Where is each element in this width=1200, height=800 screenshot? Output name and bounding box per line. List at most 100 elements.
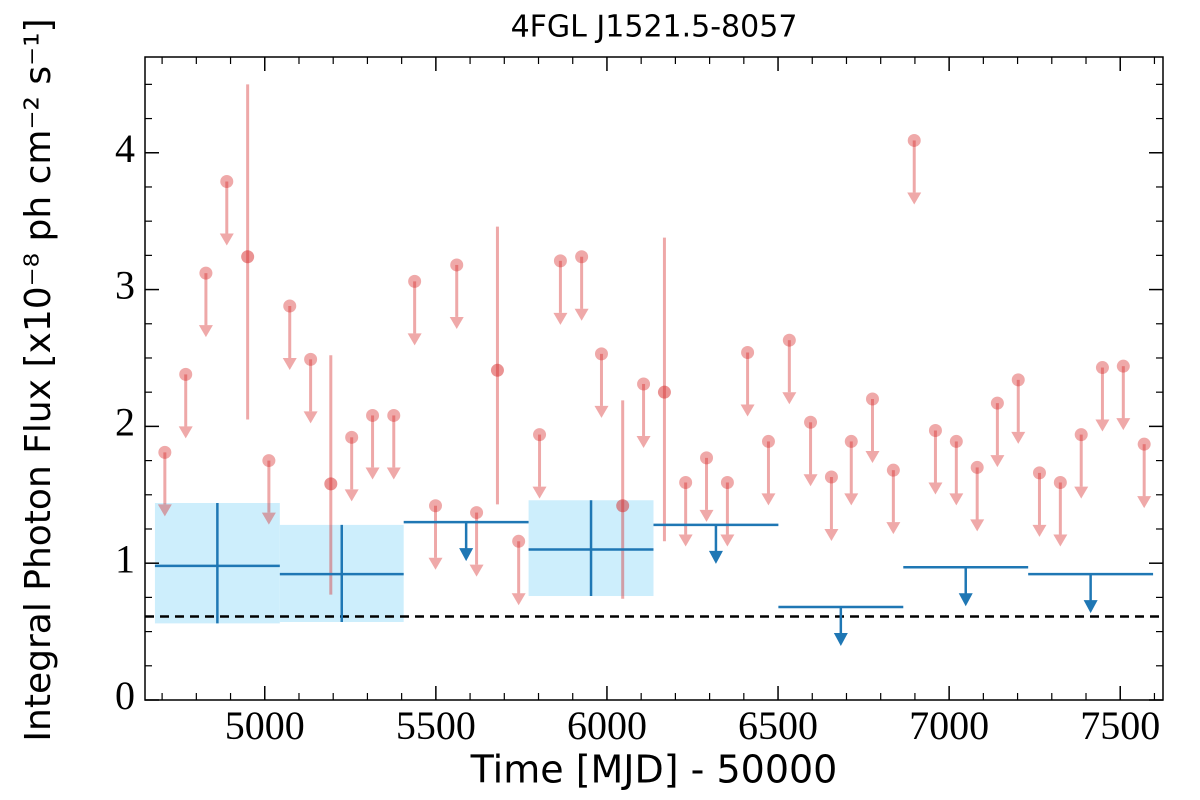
- arrow-head: [365, 467, 380, 480]
- arrow-head: [449, 316, 464, 329]
- data-point: [450, 258, 464, 272]
- arrow-head: [720, 534, 735, 547]
- x-axis-label: Time [MJD] - 50000: [470, 748, 838, 792]
- y-axis-label: Integral Photon Flux [x10⁻⁸ ph cm⁻² s⁻¹]: [18, 18, 59, 741]
- data-point: [575, 250, 589, 264]
- arrow-head: [553, 312, 568, 325]
- arrow-head: [740, 404, 755, 417]
- arrow-head: [532, 486, 547, 499]
- y-tick-label: 0: [115, 673, 135, 718]
- arrow-head: [1137, 496, 1152, 509]
- x-tick-label: 5500: [396, 703, 476, 748]
- data-point: [741, 346, 755, 360]
- arrow-head: [708, 550, 723, 564]
- arrow-head: [678, 534, 693, 547]
- data-point: [1011, 373, 1025, 387]
- x-tick-label: 6500: [738, 703, 818, 748]
- arrow-head: [469, 564, 484, 577]
- data-point: [324, 477, 338, 491]
- arrow-head: [459, 548, 474, 562]
- chart-title: 4FGL J1521.5-8057: [511, 10, 798, 45]
- data-point: [949, 434, 963, 448]
- data-point: [657, 385, 671, 399]
- data-point: [1095, 361, 1109, 375]
- y-tick-label: 4: [115, 126, 135, 171]
- arrow-head: [178, 426, 193, 439]
- arrow-head: [407, 333, 422, 346]
- arrow-head: [833, 632, 848, 646]
- data-point: [533, 428, 547, 442]
- data-point: [1053, 475, 1067, 489]
- data-point: [1137, 437, 1151, 451]
- arrow-head: [1116, 418, 1131, 431]
- data-point: [408, 274, 422, 288]
- arrow-head: [803, 474, 818, 487]
- arrow-head: [1032, 524, 1047, 537]
- data-point: [345, 430, 359, 444]
- data-point: [553, 254, 567, 268]
- arrow-head: [761, 493, 776, 506]
- data-point: [637, 377, 651, 391]
- y-tick-label: 3: [115, 263, 135, 308]
- arrow-head: [511, 593, 526, 606]
- arrow-head: [865, 451, 880, 464]
- arrow-head: [1053, 534, 1068, 547]
- arrow-head: [344, 489, 359, 502]
- data-point: [490, 363, 504, 377]
- arrow-head: [928, 482, 943, 495]
- y-tick-label: 2: [115, 400, 135, 445]
- arrow-head: [1011, 431, 1026, 444]
- plot-frame: [144, 56, 1164, 701]
- data-point: [283, 299, 297, 313]
- arrow-head: [886, 522, 901, 535]
- data-point: [1116, 359, 1130, 373]
- data-point: [512, 534, 526, 548]
- arrow-head: [157, 504, 172, 517]
- arrow-head: [949, 493, 964, 506]
- arrow-head: [636, 435, 651, 448]
- arrow-head: [198, 325, 213, 338]
- data-point: [886, 463, 900, 477]
- arrow-head: [428, 557, 443, 570]
- arrow-head: [782, 392, 797, 405]
- arrow-head: [1074, 486, 1089, 499]
- data-point: [679, 475, 693, 489]
- data-point: [824, 470, 838, 484]
- arrow-head: [574, 308, 589, 321]
- arrow-head: [1083, 600, 1098, 614]
- arrow-head: [261, 512, 276, 525]
- arrow-head: [1095, 419, 1110, 432]
- data-point: [470, 506, 484, 520]
- data-point: [844, 434, 858, 448]
- data-point: [241, 250, 255, 264]
- data-point: [262, 454, 276, 468]
- data-point: [220, 174, 234, 188]
- data-point: [928, 423, 942, 437]
- arrow-head: [219, 233, 234, 246]
- x-tick-label: 6000: [567, 703, 647, 748]
- data-point: [158, 445, 172, 459]
- arrow-head: [699, 509, 714, 522]
- arrow-head: [990, 455, 1005, 468]
- data-point: [907, 133, 921, 147]
- y-tick-label: 1: [115, 536, 135, 581]
- data-point: [616, 499, 630, 513]
- arrow-head: [282, 357, 297, 370]
- arrow-head: [970, 519, 985, 532]
- arrow-head: [594, 405, 609, 418]
- data-point: [720, 475, 734, 489]
- data-point: [199, 266, 213, 280]
- arrow-head: [303, 411, 318, 424]
- data-point: [700, 451, 714, 465]
- arrow-head: [824, 529, 839, 542]
- data-point: [990, 396, 1004, 410]
- data-point: [179, 367, 193, 381]
- data-point: [366, 408, 380, 422]
- data-point: [865, 392, 879, 406]
- data-point: [804, 415, 818, 429]
- data-point: [1074, 428, 1088, 442]
- data-point: [761, 434, 775, 448]
- data-point: [304, 352, 318, 366]
- arrow-head: [386, 467, 401, 480]
